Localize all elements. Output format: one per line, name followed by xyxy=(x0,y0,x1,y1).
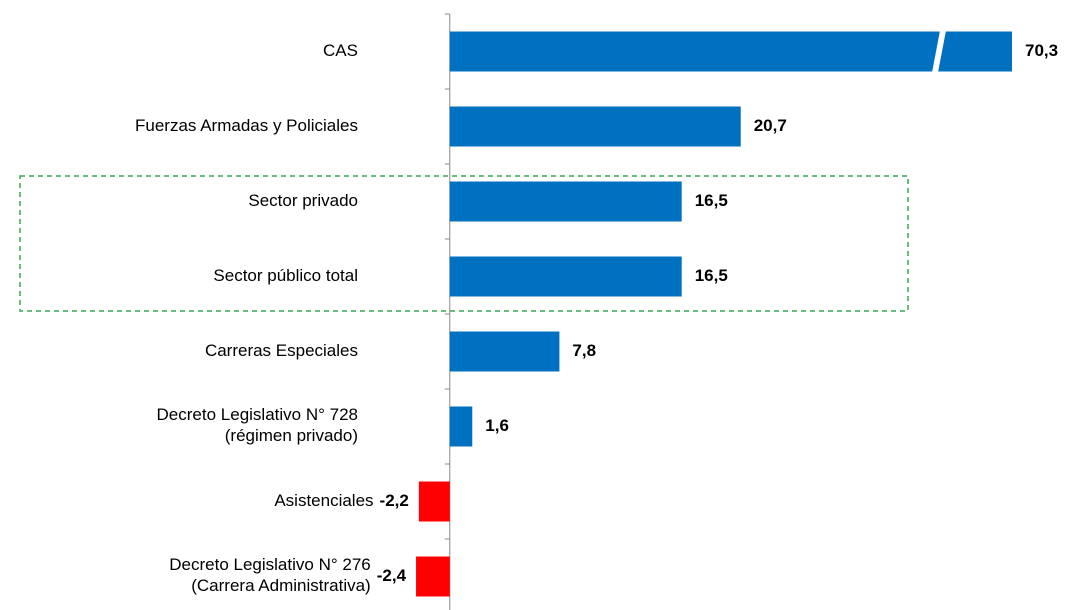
category-label: Carreras Especiales xyxy=(205,341,358,360)
value-label: 16,5 xyxy=(695,191,728,210)
bar xyxy=(418,481,450,522)
value-label: -2,4 xyxy=(377,566,407,585)
bar xyxy=(416,556,450,597)
category-label: Fuerzas Armadas y Policiales xyxy=(135,116,358,135)
bar xyxy=(449,406,473,447)
category-label: Sector privado xyxy=(248,191,358,210)
axis-break xyxy=(932,30,946,73)
bar xyxy=(449,331,560,372)
value-label: 1,6 xyxy=(485,416,509,435)
value-label: 70,3 xyxy=(1025,41,1058,60)
category-label: Asistenciales xyxy=(274,491,373,510)
category-label: Decreto Legislativo N° 728 (régimen priva… xyxy=(157,405,358,445)
category-label: Decreto Legislativo N° 276 (Carrera Admin… xyxy=(169,555,370,595)
value-label: 7,8 xyxy=(572,341,596,360)
category-label: Sector público total xyxy=(213,266,358,285)
value-label: 16,5 xyxy=(695,266,728,285)
value-label: 20,7 xyxy=(754,116,787,135)
highlight-box xyxy=(19,175,909,312)
bar xyxy=(449,181,682,222)
value-label: -2,2 xyxy=(380,491,409,510)
category-label: CAS xyxy=(323,41,358,60)
bar xyxy=(449,106,741,147)
bar xyxy=(449,256,682,297)
bar xyxy=(449,31,1012,72)
